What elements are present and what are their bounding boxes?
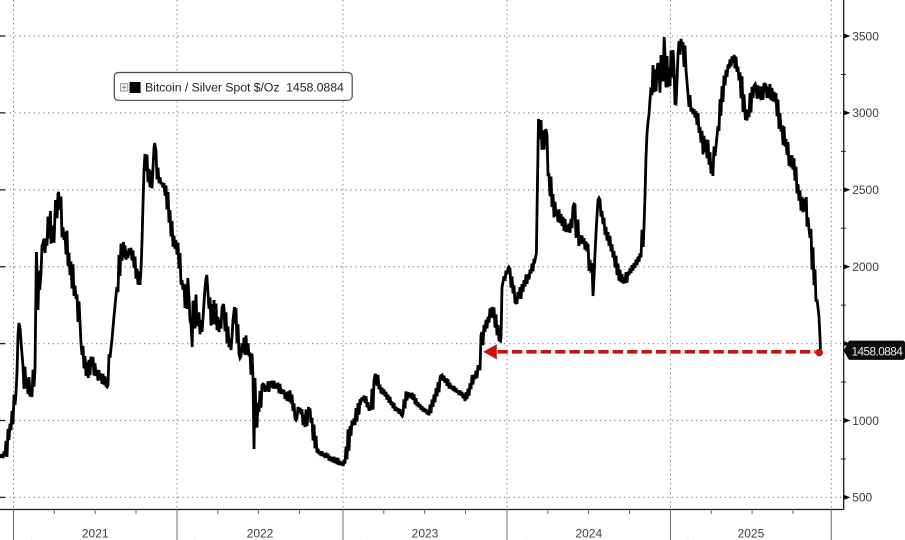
svg-text:2021: 2021 (82, 527, 109, 540)
svg-text:3000: 3000 (852, 106, 879, 120)
svg-text:2500: 2500 (852, 183, 879, 197)
svg-text:Bitcoin / Silver Spot $/Oz 14: Bitcoin / Silver Spot $/Oz 1458.0884 (145, 81, 344, 95)
svg-text:500: 500 (852, 491, 872, 505)
svg-text:2000: 2000 (852, 260, 879, 274)
svg-text:1000: 1000 (852, 414, 879, 428)
svg-text:3500: 3500 (852, 29, 879, 43)
svg-text:2022: 2022 (247, 527, 274, 540)
svg-text:2025: 2025 (738, 527, 765, 540)
svg-text:2024: 2024 (575, 527, 602, 540)
svg-text:2023: 2023 (412, 527, 439, 540)
svg-text:1458.0884: 1458.0884 (852, 345, 904, 359)
